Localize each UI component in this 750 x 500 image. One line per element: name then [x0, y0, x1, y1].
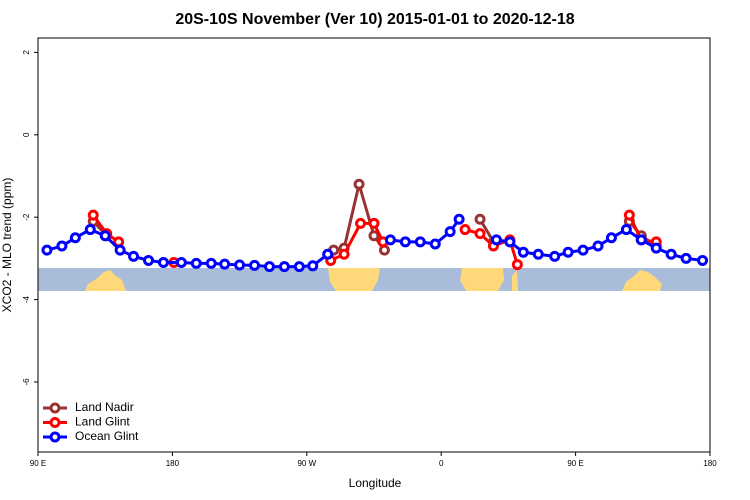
data-point	[307, 260, 319, 272]
map-strip	[38, 268, 710, 291]
y-tick-label: -2	[22, 213, 31, 221]
data-point	[635, 234, 647, 246]
x-axis-label: Longitude	[349, 476, 402, 490]
data-point	[322, 248, 334, 260]
data-point	[504, 236, 516, 248]
data-point	[650, 242, 662, 254]
data-point	[453, 213, 465, 225]
data-point	[592, 240, 604, 252]
data-point	[474, 213, 486, 225]
x-tick-label: 90 E	[567, 459, 583, 468]
data-point	[114, 244, 126, 256]
x-tick-label: 180	[166, 459, 180, 468]
land-shape	[512, 270, 518, 291]
data-point	[490, 234, 502, 246]
y-tick-label: -6	[22, 378, 31, 386]
y-tick-label: -4	[22, 295, 31, 303]
data-point	[69, 232, 81, 244]
x-tick-label: 90 E	[30, 459, 46, 468]
data-point	[577, 244, 589, 256]
chart-title: 20S-10S November (Ver 10) 2015-01-01 to …	[175, 11, 574, 28]
data-point	[143, 254, 155, 266]
land-shape	[460, 268, 504, 291]
land-shape	[85, 270, 126, 291]
data-point	[665, 248, 677, 260]
data-point	[278, 261, 290, 273]
data-point	[175, 257, 187, 269]
data-point	[680, 252, 692, 264]
data-point	[263, 261, 275, 273]
data-point	[219, 258, 231, 270]
data-point	[549, 250, 561, 262]
data-point	[190, 257, 202, 269]
data-point	[605, 232, 617, 244]
data-point	[620, 224, 632, 236]
y-axis-label: XCO2 - MLO trend (ppm)	[0, 178, 14, 313]
data-point	[355, 217, 367, 229]
data-point	[517, 246, 529, 258]
x-tick-label: 90 W	[297, 459, 316, 468]
legend-marker	[49, 402, 61, 414]
land-shape	[328, 268, 380, 291]
data-point	[414, 236, 426, 248]
data-point	[562, 246, 574, 258]
data-point	[459, 224, 471, 236]
data-point	[368, 230, 380, 242]
data-point	[444, 226, 456, 238]
y-tick-label: 2	[22, 50, 31, 55]
data-point	[293, 261, 305, 273]
data-point	[697, 254, 709, 266]
legend-label: Land Nadir	[75, 400, 134, 414]
data-point	[532, 248, 544, 260]
data-point	[99, 230, 111, 242]
data-point	[56, 240, 68, 252]
data-point	[157, 257, 169, 269]
data-point	[368, 217, 380, 229]
data-point	[205, 257, 217, 269]
legend-marker	[49, 431, 61, 443]
data-point	[338, 248, 350, 260]
data-point	[399, 236, 411, 248]
land-shape	[622, 270, 662, 291]
legend-label: Land Glint	[75, 415, 130, 429]
data-point	[623, 209, 635, 221]
plot-frame	[37, 37, 711, 453]
data-point	[87, 209, 99, 221]
legend-marker	[49, 417, 61, 428]
data-point	[378, 244, 390, 256]
data-point	[234, 259, 246, 271]
data-point	[249, 259, 261, 271]
data-point	[429, 238, 441, 250]
x-tick-label: 0	[439, 459, 444, 468]
data-point	[474, 228, 486, 240]
legend-label: Ocean Glint	[75, 429, 139, 443]
y-tick-label: 0	[22, 132, 31, 137]
data-point	[128, 250, 140, 262]
data-point	[353, 178, 365, 190]
data-point	[511, 259, 523, 271]
data-point	[84, 224, 96, 236]
x-tick-label: 180	[703, 459, 717, 468]
data-point	[384, 234, 396, 246]
data-point	[41, 244, 53, 256]
